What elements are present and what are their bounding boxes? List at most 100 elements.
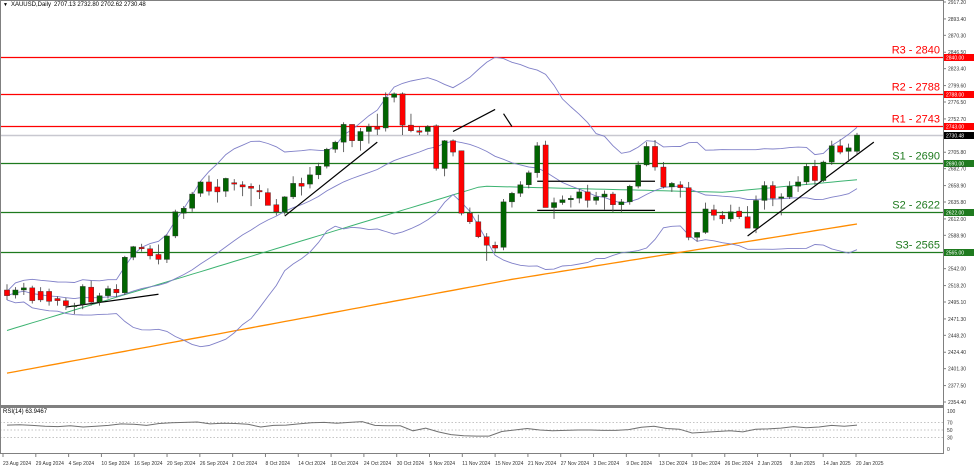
candle — [315, 162, 322, 180]
support-resistance-levels: R3 - 2840 2840.00 R2 - 2788 2788.00 R1 - 274… — [0, 45, 974, 257]
candle — [138, 243, 145, 252]
candle — [517, 181, 524, 197]
candle — [761, 181, 768, 210]
svg-text:2 Oct 2024: 2 Oct 2024 — [233, 461, 258, 467]
candle — [525, 170, 532, 189]
candle — [685, 181, 692, 241]
svg-text:2788.00: 2788.00 — [946, 93, 964, 99]
candle — [96, 292, 103, 306]
svg-text:2518.20: 2518.20 — [948, 284, 966, 290]
svg-text:23 Aug 2024: 23 Aug 2024 — [3, 461, 31, 467]
svg-text:14 Jan 2025: 14 Jan 2025 — [823, 461, 851, 467]
candle — [323, 147, 330, 169]
svg-text:26 Sep 2024: 26 Sep 2024 — [200, 461, 229, 467]
svg-text:0: 0 — [947, 447, 950, 453]
candle — [753, 195, 759, 234]
symbol-title: XAUUSD,Daily — [10, 2, 51, 8]
svg-text:2823.40: 2823.40 — [948, 67, 966, 73]
svg-text:S1 - 2690: S1 - 2690 — [892, 151, 940, 163]
candle — [492, 241, 498, 253]
candle — [88, 280, 94, 306]
svg-text:2730.48: 2730.48 — [946, 134, 964, 140]
svg-text:2588.90: 2588.90 — [948, 233, 966, 239]
svg-text:30: 30 — [947, 436, 953, 442]
candle — [349, 124, 355, 148]
candle — [677, 181, 684, 198]
candle — [214, 179, 221, 203]
svg-text:4 Sep 2024: 4 Sep 2024 — [69, 461, 95, 467]
level-tag-r1: 2743.00 — [944, 123, 974, 131]
svg-text:2471.30: 2471.30 — [948, 317, 966, 323]
candle — [694, 232, 700, 242]
svg-text:2635.80: 2635.80 — [948, 200, 966, 206]
candle — [206, 175, 212, 196]
candle — [854, 132, 860, 155]
candle — [374, 113, 381, 136]
candle — [223, 177, 229, 197]
candle — [795, 176, 801, 192]
svg-text:S3- 2565: S3- 2565 — [895, 240, 940, 252]
svg-text:19 Dec 2024: 19 Dec 2024 — [692, 461, 721, 467]
candle — [21, 282, 27, 295]
time-axis: 23 Aug 2024 29 Aug 2024 4 Sep 2024 10 Sep 2… — [2, 454, 884, 467]
svg-text:21 Nov 2024: 21 Nov 2024 — [528, 461, 557, 467]
candle — [509, 191, 515, 208]
svg-text:2690.00: 2690.00 — [946, 162, 964, 168]
collapse-triangle-icon[interactable]: ▼ — [3, 2, 8, 8]
candle — [54, 296, 61, 306]
candlesticks — [4, 92, 860, 315]
candle — [618, 199, 625, 212]
candle — [239, 181, 246, 197]
candle — [845, 143, 852, 163]
candle — [467, 207, 473, 224]
candle — [340, 122, 347, 153]
svg-text:27 Nov 2024: 27 Nov 2024 — [561, 461, 590, 467]
candle — [593, 191, 599, 205]
svg-text:2658.90: 2658.90 — [948, 184, 966, 190]
svg-text:2840.00: 2840.00 — [946, 56, 964, 62]
candle — [441, 140, 448, 177]
candle — [652, 140, 658, 171]
level-tag-s2: 2622.00 — [944, 209, 974, 217]
candle — [643, 142, 650, 167]
svg-text:2612.00: 2612.00 — [948, 217, 966, 223]
svg-text:5 Nov 2024: 5 Nov 2024 — [430, 461, 456, 467]
candle — [63, 297, 69, 310]
candle — [189, 191, 195, 212]
svg-text:11 Nov 2024: 11 Nov 2024 — [462, 461, 490, 467]
svg-text:9 Dec 2024: 9 Dec 2024 — [626, 461, 652, 467]
candle — [113, 284, 120, 298]
candle — [820, 160, 827, 182]
svg-text:14 Oct 2024: 14 Oct 2024 — [298, 461, 325, 467]
candle — [147, 245, 153, 260]
svg-text:2495.10: 2495.10 — [948, 300, 966, 306]
svg-text:R3 - 2840: R3 - 2840 — [892, 45, 940, 57]
candle — [483, 233, 490, 261]
candle — [4, 284, 10, 300]
level-tag-r2: 2788.00 — [944, 91, 974, 99]
candle — [273, 199, 280, 216]
chart-title: ▼ XAUUSD,Daily 2707.13 2732.80 2702.62 2… — [3, 2, 146, 8]
candle — [669, 181, 675, 192]
candle — [424, 125, 431, 136]
candle — [568, 195, 574, 208]
candle — [635, 161, 641, 189]
svg-text:8 Oct 2024: 8 Oct 2024 — [265, 461, 290, 467]
candle — [105, 285, 111, 299]
candle — [803, 163, 810, 185]
svg-text:8 Jan 2025: 8 Jan 2025 — [790, 461, 815, 467]
candle — [298, 177, 305, 196]
candle — [357, 127, 364, 151]
candle — [770, 181, 776, 207]
candle — [610, 191, 616, 212]
candle — [12, 287, 19, 299]
candle — [197, 181, 204, 197]
candle — [626, 184, 633, 205]
candle — [382, 92, 389, 132]
candle — [786, 181, 793, 200]
svg-text:26 Dec 2024: 26 Dec 2024 — [725, 461, 754, 467]
candle — [711, 204, 717, 221]
candle — [248, 183, 254, 207]
svg-text:2917.20: 2917.20 — [948, 0, 966, 6]
